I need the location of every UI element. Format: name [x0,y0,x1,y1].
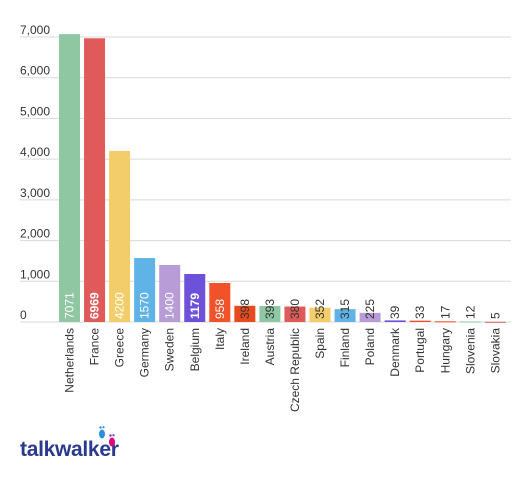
data-label: 958 [213,299,227,319]
logo-text: talkwalker [20,438,119,461]
bar-chart: 0 1,000 2,000 3,000 4,000 5,000 6,000 7,000 7071… [20,23,511,412]
x-tick-label: Ireland [238,328,252,365]
x-tick-label: Sweden [163,328,177,371]
y-tick-label: 0 [20,308,27,322]
bar [209,282,231,322]
bar [159,265,181,322]
bar [234,305,256,322]
x-tick-label: Slovakia [488,328,502,374]
data-label: 1400 [163,292,177,319]
data-label: 39 [388,305,402,319]
bar [109,151,131,322]
data-label: 380 [288,299,302,319]
x-tick-label: Hungary [438,328,452,373]
y-tick-label: 6,000 [20,64,50,78]
data-label: 352 [313,299,327,319]
data-label: 6969 [88,292,102,319]
x-tick-label: Poland [363,328,377,365]
bar [459,321,481,323]
talkwalker-logo: talkwalker [20,422,130,468]
data-label: 398 [238,299,252,319]
x-tick-label: Portugal [413,328,427,373]
data-label: 5 [488,312,502,319]
bar [59,34,80,323]
data-label: 33 [413,305,427,319]
x-tick-label: Denmark [388,327,402,377]
y-tick-label: 3,000 [20,186,50,200]
x-tick-label: France [88,328,102,366]
data-label: 12 [463,305,477,319]
data-label: 1179 [188,293,202,319]
y-tick-label: 4,000 [20,145,50,159]
x-tick-label: Greece [113,328,127,368]
x-tick-label: Finland [338,328,352,367]
footprints-icon [99,426,115,447]
x-tick-label: Belgium [188,328,202,371]
x-tick-label: Germany [138,328,152,377]
y-tick-label: 5,000 [20,104,50,118]
x-tick-label: Slovenia [463,328,477,374]
y-tick-label: 1,000 [20,267,50,281]
bar [284,306,306,322]
bar [484,321,506,323]
bar [359,312,381,322]
bar [384,320,406,322]
x-tick-label: Netherlands [63,328,77,393]
x-tick-label: Spain [313,328,327,359]
data-label: 315 [338,299,352,319]
y-tick-label: 7,000 [20,23,50,37]
y-tick-label: 2,000 [20,227,50,241]
bar [409,320,431,322]
bar [309,307,331,322]
data-label: 393 [263,299,277,319]
x-tick-label: Austria [263,328,277,366]
bar [84,38,106,322]
bar [184,273,206,322]
x-tick-label: Italy [213,328,227,350]
bar [434,321,456,323]
data-label: 7071 [63,292,77,319]
bar [259,305,281,322]
data-label: 225 [363,299,377,319]
data-label: 4200 [113,292,127,319]
data-label: 1570 [138,292,152,319]
x-tick-label: Czech Republic [288,328,302,412]
data-label: 17 [438,305,452,319]
bar [134,258,156,322]
bar [334,309,356,322]
